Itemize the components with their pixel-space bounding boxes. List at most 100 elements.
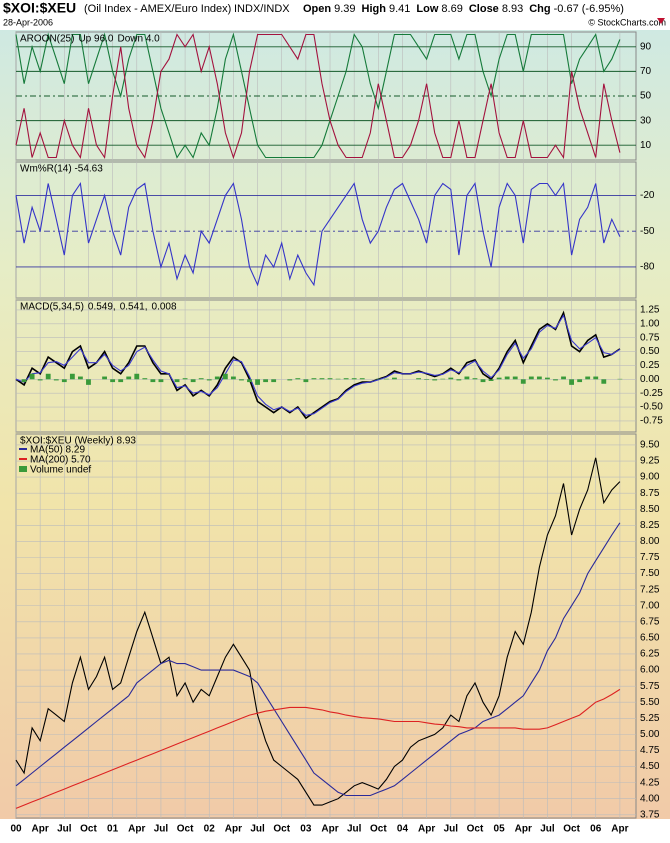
histogram-bar [553,379,558,380]
histogram-bar [344,378,349,379]
y-tick-label: 5.50 [640,697,660,708]
y-tick-label: 50 [640,91,652,102]
histogram-bar [473,378,478,379]
histogram-bar [54,379,59,380]
legend-entry: 0.008 [152,302,177,313]
exchange: INDX/INDX [234,3,290,15]
histogram-bar [360,378,365,379]
x-tick-label: Apr [32,824,49,835]
histogram-bar [521,379,526,383]
background [0,30,670,819]
histogram-bar [287,379,292,380]
histogram-bar [545,378,550,380]
histogram-bar [497,378,502,380]
x-tick-label: Jul [57,824,72,835]
x-tick-label: 00 [10,824,22,835]
y-tick-label: 30 [640,115,652,126]
histogram-bar [432,379,437,380]
quote-value: 9.39 [334,3,355,15]
histogram-bar [22,379,27,382]
x-tick-label: Apr [418,824,435,835]
y-tick-label: -0.75 [640,416,663,427]
histogram-bar [456,379,461,380]
y-tick-label: 0.50 [640,346,660,357]
histogram-bar [384,379,389,380]
histogram-bar [489,379,494,381]
legend-swatch [19,448,27,450]
x-tick-label: Jul [444,824,459,835]
quote-label: Open [303,3,331,15]
y-tick-label: 6.00 [640,665,660,676]
y-tick-label: 7.75 [640,552,660,563]
histogram-bar [505,377,510,380]
panel-title: MACD(5,34,5) [20,302,84,313]
y-tick-label: -80 [640,262,655,273]
histogram-bar [303,379,308,382]
quote-label: Low [416,3,438,15]
histogram-bar [62,379,67,382]
histogram-bar [328,378,333,379]
y-tick-label: 8.50 [640,504,660,515]
y-tick-label: 9.00 [640,472,660,483]
histogram-bar [271,379,276,382]
histogram-bar [424,379,429,380]
y-tick-label: 1.25 [640,305,660,316]
legend-entry: Volume undef [30,465,91,476]
quote-value: 8.69 [441,3,462,15]
y-tick-label: 7.00 [640,600,660,611]
x-tick-label: Jul [250,824,265,835]
x-tick-label: Oct [177,824,194,835]
y-tick-label: 0.00 [640,374,660,385]
x-tick-label: Apr [225,824,242,835]
y-tick-label: 9.25 [640,456,660,467]
y-tick-label: -50 [640,226,655,237]
histogram-bar [86,379,91,385]
histogram-bar [561,377,566,380]
legend-entry: 0.549, [88,302,116,313]
y-tick-label: 10 [640,140,652,151]
legend-swatch [19,458,27,460]
histogram-bar [376,379,381,380]
histogram-bar [537,377,542,380]
x-tick-label: Oct [273,824,290,835]
y-tick-label: 5.75 [640,681,660,692]
copyright: © StockCharts.com [588,17,666,27]
histogram-bar [30,374,35,380]
legend-entry: Down 4.0 [117,34,160,45]
x-tick-label: Jul [154,824,169,835]
y-tick-label: 3.75 [640,809,660,820]
y-tick-label: 0.75 [640,332,660,343]
histogram-bar [142,378,147,379]
panel-title: Wm%R(14) -54.63 [20,164,103,175]
y-tick-label: 70 [640,66,652,77]
x-tick-label: 04 [397,824,409,835]
x-tick-label: Oct [80,824,97,835]
histogram-bar [569,379,574,385]
histogram-bar [215,377,220,380]
quote-label: High [362,3,387,15]
y-tick-label: 1.00 [640,318,660,329]
y-tick-label: -0.25 [640,388,663,399]
histogram-bar [118,379,123,382]
histogram-bar [247,379,252,382]
histogram-bar [102,377,107,380]
x-tick-label: 06 [590,824,602,835]
histogram-bar [255,379,260,385]
x-tick-label: 01 [107,824,119,835]
histogram-bar [529,377,534,380]
legend-entry: 0.541, [120,302,148,313]
histogram-bar [448,378,453,380]
legend-entry: Up 96.0 [78,34,113,45]
histogram-bar [585,377,590,380]
y-tick-label: 7.25 [640,584,660,595]
y-tick-label: 9.50 [640,440,660,451]
histogram-bar [481,379,486,382]
x-tick-label: Apr [321,824,338,835]
histogram-bar [601,379,606,383]
quote-label: Chg [529,3,550,15]
histogram-bar [231,377,236,380]
quote-label: Close [469,3,499,15]
histogram-bar [38,379,43,380]
x-tick-label: 03 [300,824,312,835]
y-tick-label: 5.25 [640,713,660,724]
